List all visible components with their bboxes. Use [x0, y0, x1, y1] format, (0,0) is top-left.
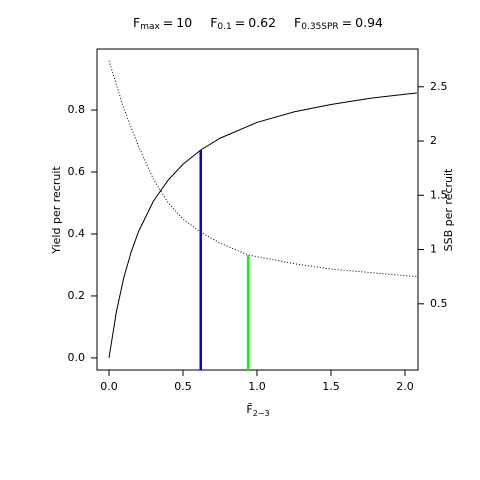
title-subscript: max: [140, 22, 160, 32]
y2-tick-label: 0.5: [430, 297, 448, 310]
x-label-subscript: 2−3: [253, 409, 270, 418]
y-tick-label: 0.2: [68, 289, 86, 302]
x-tick-label: 1.5: [322, 380, 340, 393]
y-tick-label: 0.6: [68, 165, 86, 178]
y-tick-label: 0.0: [68, 351, 86, 364]
series-line: [108, 92, 417, 358]
title-value: 0.94: [355, 15, 383, 30]
title-subscript: 0.1: [217, 22, 231, 32]
y2-tick-label: 1: [430, 243, 437, 256]
title-symbol: F: [294, 15, 301, 30]
title-sign: =: [342, 15, 352, 30]
y2-tick-label: 2.5: [430, 80, 448, 93]
x-tick-label: 0.0: [100, 380, 118, 393]
y2-axis-label: SSB per recruit: [442, 168, 455, 251]
title-symbol: F: [133, 15, 140, 30]
chart-title: Fmax = 10 F0.1 = 0.62 F0.35SPR = 0.94: [133, 15, 383, 32]
title-sign: =: [235, 15, 245, 30]
x-tick-label: 0.5: [174, 380, 192, 393]
title-value: 0.62: [248, 15, 276, 30]
y2-tick-label: 1.5: [430, 188, 448, 201]
x-tick-label: 2.0: [396, 380, 414, 393]
y-tick-label: 0.8: [68, 103, 86, 116]
x-tick-label: 1.0: [248, 380, 266, 393]
series-line: [108, 60, 417, 278]
title-value: 10: [176, 15, 192, 30]
plot-frame: [96, 48, 419, 371]
y-tick-label: 0.4: [68, 227, 86, 240]
y-axis-label: Yield per recruit: [50, 166, 63, 255]
title-sign: =: [163, 15, 173, 30]
title-subscript: 0.35SPR: [301, 22, 338, 32]
x-label-symbol: F̄: [246, 403, 252, 416]
x-axis-label: F̄2−3: [246, 403, 269, 418]
title-symbol: F: [210, 15, 217, 30]
y2-tick-label: 2: [430, 134, 437, 147]
